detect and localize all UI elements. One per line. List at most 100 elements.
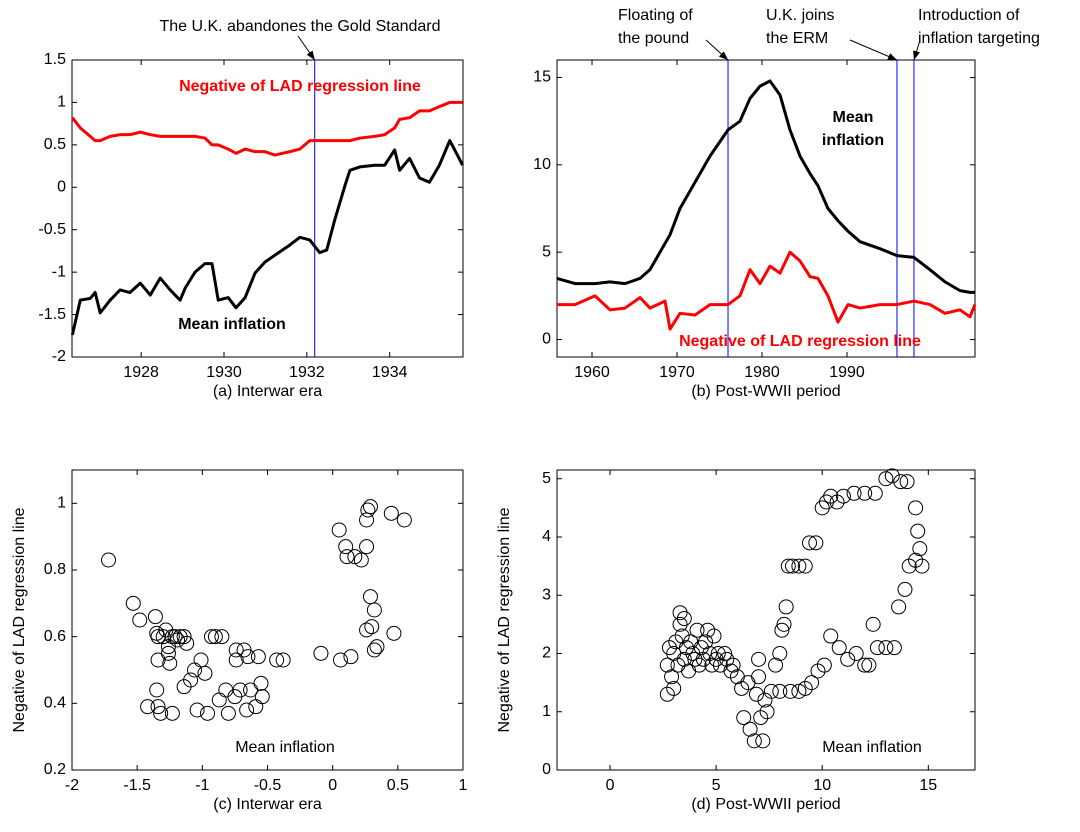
series-line	[556, 79, 975, 294]
scatter-point	[167, 629, 183, 645]
x-tick-label: 1960	[574, 364, 610, 381]
scatter-point	[253, 675, 269, 691]
scatter-point	[203, 629, 219, 645]
scatter-point	[359, 512, 375, 528]
scatter-point	[823, 628, 839, 644]
scatter-point	[700, 622, 716, 638]
y-tick-label: 1.5	[44, 51, 66, 68]
scatter-point	[878, 471, 894, 487]
panel: 0 5 10 15 1960 1970 1980 1990 (b) Post-WWII peri…	[533, 39, 977, 400]
scatter-point	[359, 622, 375, 638]
plot-frame	[71, 469, 464, 771]
scatter-point	[659, 686, 675, 702]
scatter-point	[706, 628, 722, 644]
x-tick-label: 1930	[206, 364, 242, 381]
scatter-point	[736, 710, 752, 726]
scatter-point	[153, 705, 169, 721]
scatter-point	[814, 500, 830, 516]
scatter-point	[704, 657, 720, 673]
scatter-point	[753, 710, 769, 726]
series-label: Negative of LAD regression line	[179, 78, 421, 95]
scatter-point	[791, 558, 807, 574]
scatter-point	[886, 640, 902, 656]
event-arrow	[705, 39, 729, 61]
scatter-point	[816, 657, 832, 673]
scatter-point	[383, 505, 399, 521]
scatter-point	[801, 535, 817, 551]
scatter-point	[338, 539, 354, 555]
scatter-point	[808, 535, 824, 551]
plot-frame	[71, 59, 464, 358]
scatter-point	[239, 702, 255, 718]
scatter-point	[176, 629, 192, 645]
scatter-point	[666, 680, 682, 696]
scatter-point	[908, 552, 924, 568]
scatter-point	[220, 705, 236, 721]
y-tick-label: 15	[533, 69, 551, 86]
scatter-point	[725, 657, 741, 673]
scatter-point	[759, 704, 775, 720]
y-tick-label: 3	[542, 586, 551, 603]
scatter-point	[897, 581, 913, 597]
x-tick-label: 1928	[123, 364, 159, 381]
scatter-point	[360, 502, 376, 518]
y-tick-label: 0	[542, 761, 551, 778]
x-tick-label: 5	[712, 777, 721, 794]
scatter-point	[846, 485, 862, 501]
event-label-box: U.K. joins the ERM	[766, 7, 835, 47]
scatter-point	[132, 612, 148, 628]
event-label: The U.K. abandones the Gold Standard	[159, 18, 440, 35]
scatter-point	[797, 558, 813, 574]
scatter-point	[901, 558, 917, 574]
scatter-point	[659, 657, 675, 673]
scatter-point	[160, 645, 176, 661]
x-tick-label: 1	[459, 777, 468, 794]
scatter-point	[723, 663, 739, 679]
scatter-point	[396, 512, 412, 528]
scatter-point	[331, 522, 347, 538]
x-tick-label: 1970	[659, 364, 695, 381]
scatter-point	[772, 645, 788, 661]
scatter-point	[708, 651, 724, 667]
scatter-point	[254, 689, 270, 705]
event-label: U.K. joins the ERM	[766, 7, 835, 47]
x-tick-label: 1932	[289, 364, 325, 381]
scatter-point	[891, 599, 907, 615]
scatter-point	[780, 558, 796, 574]
y-tick-label: 0.8	[44, 561, 66, 578]
scatter-point	[232, 682, 248, 698]
event-label-box: Floating of the pound	[618, 7, 693, 47]
scatter-point	[150, 699, 166, 715]
scatter-point	[893, 474, 909, 490]
scatter-point	[369, 639, 385, 655]
x-tick-label: 1990	[829, 364, 865, 381]
series-label: Mean inflation	[821, 109, 885, 149]
y-tick-label: 0.6	[44, 628, 66, 645]
y-tick-label: 0	[57, 179, 66, 196]
x-tick-label: 0	[328, 777, 337, 794]
scatter-point	[763, 683, 779, 699]
scatter-point	[214, 629, 230, 645]
scatter-point	[861, 657, 877, 673]
scatter-point	[676, 611, 692, 627]
scatter-point	[672, 605, 688, 621]
y-tick-label: 0.5	[44, 136, 66, 153]
panel: -2 -1.5 -1 -0.5 0 0.5 1 1.5 1928 1930 1932 1934 (a) …	[38, 18, 464, 400]
scatter-point	[125, 595, 141, 611]
panel: 0 1 2 3 4 5 0 5 10 15 (d) Post-WWII period Negative…	[496, 468, 976, 813]
scatter-point	[755, 733, 771, 749]
scatter-point	[140, 699, 156, 715]
y-tick-label: 0.2	[44, 761, 66, 778]
y-tick-label: 1	[57, 94, 66, 111]
scatter-point	[774, 622, 790, 638]
scatter-point	[768, 657, 784, 673]
scatter-point	[364, 619, 380, 635]
scatter-point	[867, 485, 883, 501]
scatter-point	[147, 609, 163, 625]
scatter-point	[878, 640, 894, 656]
x-tick-label: -0.5	[254, 777, 282, 794]
scatter-point	[332, 652, 348, 668]
y-tick-label: 1	[542, 703, 551, 720]
y-tick-label: 5	[542, 470, 551, 487]
scatter-point	[275, 652, 291, 668]
